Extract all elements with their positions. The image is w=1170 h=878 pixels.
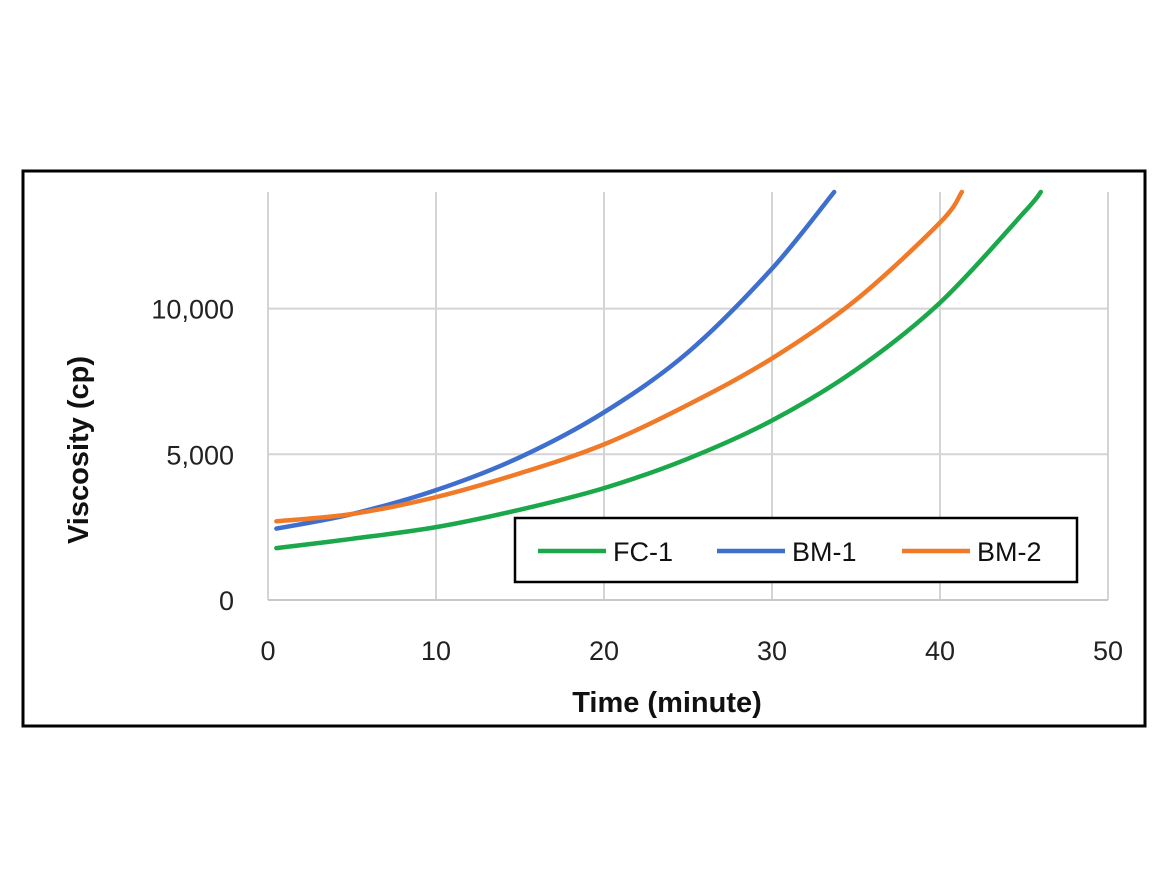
- x-tick-label: 30: [757, 636, 787, 666]
- legend-label: BM-2: [977, 537, 1042, 567]
- series-lines: [274, 189, 1044, 551]
- gridlines: [267, 192, 1109, 601]
- x-tick-label: 0: [260, 636, 275, 666]
- x-tick-label: 20: [589, 636, 619, 666]
- y-tick-label: 0: [219, 586, 234, 616]
- y-axis-label: Viscosity (cp): [63, 356, 95, 544]
- series-line-fc-1: [274, 189, 1044, 551]
- x-tick-label: 10: [421, 636, 451, 666]
- x-tick-label: 40: [925, 636, 955, 666]
- tick-labels: 0 10 20 30 40 50 0 5,000 10,000: [151, 295, 1123, 666]
- y-tick-label: 5,000: [166, 440, 234, 470]
- legend-label: FC-1: [613, 537, 673, 567]
- chart-frame: [21, 169, 1147, 728]
- y-tick-label: 10,000: [151, 295, 234, 325]
- legend-box: [513, 516, 1079, 584]
- legend-label: BM-1: [792, 537, 857, 567]
- x-axis-label: Time (minute): [572, 687, 762, 719]
- x-tick-label: 50: [1093, 636, 1123, 666]
- series-line-bm-2: [274, 189, 965, 524]
- legend: FC-1 BM-1 BM-2: [513, 516, 1079, 584]
